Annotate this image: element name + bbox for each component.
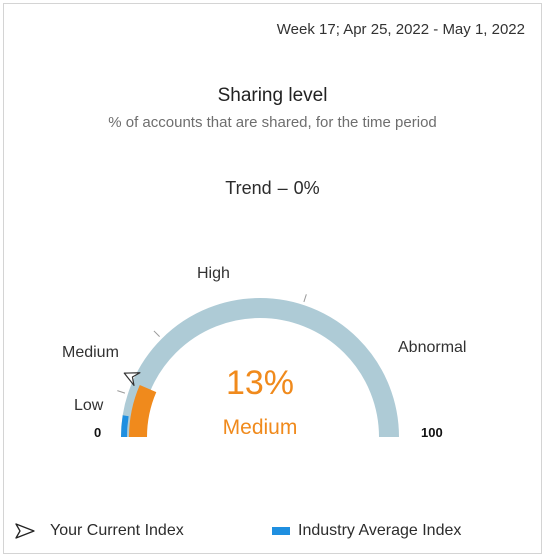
gauge-min-label: 0 [94, 425, 102, 440]
zone-label-high: High [197, 265, 230, 282]
sharing-level-card [3, 3, 542, 554]
zone-label-abnormal: Abnormal [398, 339, 467, 356]
gauge-fill [129, 384, 157, 438]
zone-label-low: Low [74, 397, 104, 414]
legend-industry-average-label: Industry Average Index [298, 522, 462, 539]
zone-label-medium: Medium [62, 344, 119, 361]
trend-label: Trend [225, 178, 272, 198]
legend-current-index-label: Your Current Index [50, 522, 184, 539]
tick-medium-high [153, 330, 160, 337]
current-index-pointer-icon [123, 372, 141, 387]
tick-low-medium [117, 390, 126, 394]
current-value-percent: 13% [225, 364, 295, 402]
blue-bar-swatch-icon [272, 527, 290, 535]
card-subtitle: % of accounts that are shared, for the t… [108, 114, 437, 131]
legend-industry-average: Industry Average Index [272, 522, 461, 540]
date-range: Week 17; Apr 25, 2022 - May 1, 2022 [276, 21, 525, 38]
trend-value: 0% [293, 178, 320, 198]
card-title: Sharing level [217, 85, 328, 106]
gauge-track [121, 298, 399, 438]
pointer-arrow-icon [15, 523, 35, 539]
trend-readout: Trend –0% [0, 178, 545, 199]
trend-dash: – [277, 178, 288, 198]
tick-high-abnormal [303, 294, 307, 303]
current-level-label: Medium [222, 416, 298, 439]
industry-average-bar [120, 415, 129, 438]
legend-current-index: Your Current Index [14, 522, 184, 540]
gauge-max-label: 100 [421, 425, 443, 440]
